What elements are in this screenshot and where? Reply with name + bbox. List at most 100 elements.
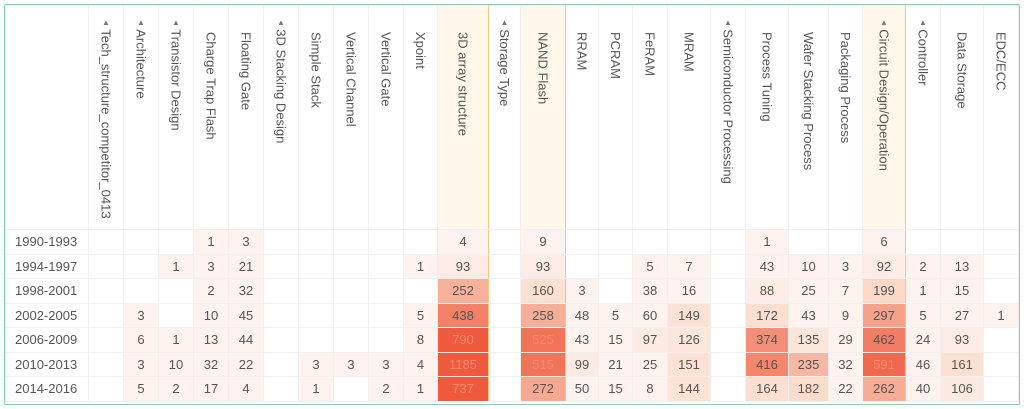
heatmap-cell[interactable] [983, 351, 1019, 377]
heatmap-cell[interactable] [565, 253, 599, 279]
heatmap-cell[interactable]: 45 [228, 302, 264, 328]
heatmap-cell[interactable]: 43 [745, 253, 789, 279]
heatmap-cell[interactable]: 1 [158, 253, 194, 279]
heatmap-cell[interactable]: 46 [905, 351, 941, 377]
heatmap-cell[interactable]: 1 [403, 253, 438, 279]
heatmap-cell[interactable] [598, 253, 633, 279]
heatmap-cell[interactable] [88, 278, 124, 304]
column-header[interactable]: MRAM [667, 5, 711, 230]
heatmap-cell[interactable]: 16 [667, 278, 711, 304]
heatmap-cell[interactable] [333, 278, 369, 304]
column-header[interactable]: NAND Flash [520, 5, 566, 230]
heatmap-cell[interactable]: 258 [520, 302, 566, 328]
heatmap-cell[interactable] [488, 351, 521, 377]
heatmap-cell[interactable]: 22 [228, 351, 264, 377]
triangle-icon[interactable]: ▲ [918, 18, 928, 30]
heatmap-cell[interactable]: 164 [745, 376, 789, 402]
heatmap-cell[interactable] [710, 278, 746, 304]
heatmap-cell[interactable]: 3 [123, 351, 159, 377]
heatmap-cell[interactable]: 151 [667, 351, 711, 377]
heatmap-cell[interactable]: 32 [193, 351, 229, 377]
heatmap-cell[interactable]: 9 [520, 229, 566, 255]
heatmap-cell[interactable] [983, 229, 1019, 255]
heatmap-cell[interactable]: 88 [745, 278, 789, 304]
column-header[interactable]: Data Storage [940, 5, 984, 230]
heatmap-cell[interactable]: 2 [368, 376, 404, 402]
heatmap-cell[interactable]: 3 [368, 351, 404, 377]
heatmap-cell[interactable]: 161 [940, 351, 984, 377]
heatmap-cell[interactable]: 48 [565, 302, 599, 328]
heatmap-cell[interactable]: 262 [862, 376, 906, 402]
triangle-icon[interactable]: ▲ [879, 18, 889, 30]
heatmap-cell[interactable]: 3 [565, 278, 599, 304]
heatmap-cell[interactable]: 5 [598, 302, 633, 328]
heatmap-cell[interactable] [263, 278, 299, 304]
heatmap-cell[interactable]: 27 [940, 302, 984, 328]
heatmap-cell[interactable] [710, 229, 746, 255]
heatmap-cell[interactable]: 10 [788, 253, 829, 279]
heatmap-cell[interactable] [598, 278, 633, 304]
heatmap-cell[interactable]: 93 [520, 253, 566, 279]
heatmap-cell[interactable] [488, 278, 521, 304]
heatmap-cell[interactable]: 38 [632, 278, 668, 304]
heatmap-cell[interactable] [333, 253, 369, 279]
heatmap-cell[interactable]: 15 [598, 327, 633, 353]
heatmap-cell[interactable]: 135 [788, 327, 829, 353]
heatmap-cell[interactable]: 5 [632, 253, 668, 279]
heatmap-cell[interactable] [158, 302, 194, 328]
heatmap-cell[interactable]: 5 [123, 376, 159, 402]
heatmap-cell[interactable]: 182 [788, 376, 829, 402]
column-header[interactable]: ▲ Controller [905, 5, 941, 230]
row-label[interactable]: 2014-2016 [5, 376, 89, 402]
heatmap-cell[interactable]: 5 [905, 302, 941, 328]
heatmap-cell[interactable] [88, 229, 124, 255]
heatmap-cell[interactable]: 3 [228, 229, 264, 255]
heatmap-cell[interactable]: 737 [437, 376, 489, 402]
column-header[interactable]: Vertical Gate [368, 5, 404, 230]
heatmap-cell[interactable]: 106 [940, 376, 984, 402]
heatmap-cell[interactable]: 3 [333, 351, 369, 377]
heatmap-cell[interactable] [983, 376, 1019, 402]
heatmap-cell[interactable]: 21 [228, 253, 264, 279]
heatmap-cell[interactable]: 252 [437, 278, 489, 304]
heatmap-cell[interactable]: 60 [632, 302, 668, 328]
column-header[interactable]: Wafer Stacking Process [788, 5, 829, 230]
heatmap-cell[interactable]: 7 [828, 278, 863, 304]
heatmap-cell[interactable] [598, 229, 633, 255]
heatmap-cell[interactable]: 5 [403, 302, 438, 328]
heatmap-cell[interactable]: 92 [862, 253, 906, 279]
heatmap-cell[interactable] [333, 327, 369, 353]
column-header[interactable]: Simple Stack [298, 5, 334, 230]
column-header[interactable]: EDC/ECC [983, 5, 1019, 230]
heatmap-cell[interactable] [368, 278, 404, 304]
triangle-icon[interactable]: ▲ [101, 18, 111, 30]
triangle-icon[interactable]: ▲ [276, 18, 286, 30]
heatmap-cell[interactable]: 591 [862, 351, 906, 377]
heatmap-cell[interactable] [368, 302, 404, 328]
heatmap-cell[interactable]: 462 [862, 327, 906, 353]
column-header[interactable]: RRAM [565, 5, 599, 230]
heatmap-cell[interactable]: 144 [667, 376, 711, 402]
heatmap-cell[interactable]: 32 [228, 278, 264, 304]
heatmap-cell[interactable]: 1 [403, 376, 438, 402]
column-header[interactable]: PCRAM [598, 5, 633, 230]
heatmap-cell[interactable]: 99 [565, 351, 599, 377]
heatmap-cell[interactable] [710, 302, 746, 328]
heatmap-cell[interactable] [158, 229, 194, 255]
heatmap-cell[interactable] [123, 253, 159, 279]
column-header[interactable]: ▲ Semiconductor Processing [710, 5, 746, 230]
row-label[interactable]: 1998-2001 [5, 278, 89, 304]
heatmap-cell[interactable] [88, 302, 124, 328]
heatmap-cell[interactable]: 1 [298, 376, 334, 402]
heatmap-cell[interactable] [983, 253, 1019, 279]
heatmap-cell[interactable] [298, 253, 334, 279]
heatmap-cell[interactable] [940, 229, 984, 255]
heatmap-cell[interactable]: 13 [193, 327, 229, 353]
heatmap-cell[interactable] [368, 229, 404, 255]
heatmap-cell[interactable] [263, 376, 299, 402]
column-header[interactable]: ▲ Transistor Design [158, 5, 194, 230]
heatmap-cell[interactable] [710, 376, 746, 402]
column-header[interactable]: Process Tuning [745, 5, 789, 230]
heatmap-cell[interactable]: 15 [598, 376, 633, 402]
heatmap-cell[interactable]: 9 [828, 302, 863, 328]
